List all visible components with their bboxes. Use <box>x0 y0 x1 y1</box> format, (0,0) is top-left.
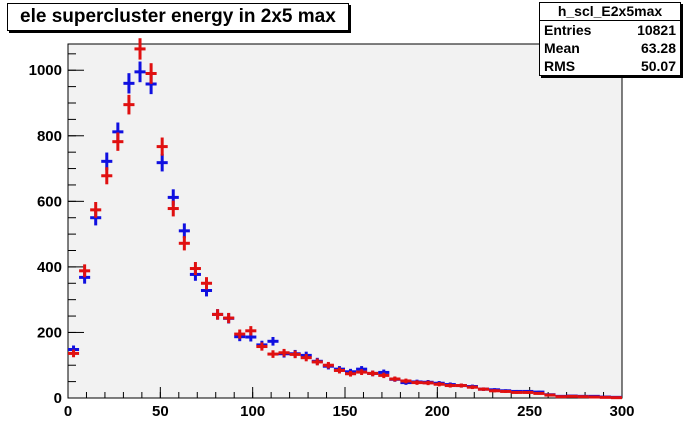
axes: 0 50 100 150 200 250 300 0 200 400 600 800 1000 <box>29 53 635 420</box>
data-point <box>68 349 80 358</box>
data-point <box>489 389 501 393</box>
data-point <box>90 202 102 218</box>
data-point <box>511 390 523 394</box>
data-point <box>256 342 268 351</box>
x-tick-label: 150 <box>332 403 357 420</box>
chart-title: ele supercluster energy in 2x5 max <box>7 3 349 31</box>
data-point <box>267 336 279 346</box>
data-point <box>134 61 146 83</box>
data-point <box>522 390 534 394</box>
data-point <box>588 395 600 399</box>
x-tick-label: 50 <box>152 403 169 420</box>
data-point <box>378 372 390 379</box>
y-tick-label: 200 <box>37 324 62 341</box>
data-point <box>234 329 246 339</box>
data-point <box>599 395 611 399</box>
x-tick-label: 0 <box>64 403 72 420</box>
stats-box: h_scl_E2x5max Entries 10821 Mean 63.28 R… <box>539 2 681 76</box>
stats-rms-label: RMS <box>544 58 576 74</box>
data-point <box>189 262 201 276</box>
stats-row-rms: RMS 50.07 <box>540 57 680 75</box>
data-point <box>333 367 345 374</box>
data-point <box>356 369 368 376</box>
data-point <box>167 200 179 217</box>
data-point <box>500 389 512 393</box>
data-point <box>212 309 224 320</box>
stats-row-entries: Entries 10821 <box>540 21 680 39</box>
data-point <box>112 132 124 151</box>
data-point <box>123 94 135 115</box>
x-tick-label: 300 <box>609 403 634 420</box>
y-tick-label: 1000 <box>29 62 62 79</box>
stats-mean-value: 63.28 <box>640 40 676 56</box>
data-point <box>123 73 135 94</box>
data-point <box>322 361 334 369</box>
data-point <box>367 370 379 377</box>
y-tick-label: 400 <box>37 259 62 276</box>
x-tick-label: 100 <box>240 403 265 420</box>
data-point <box>400 378 412 384</box>
data-point <box>134 38 146 60</box>
data-point <box>178 223 190 239</box>
data-point <box>610 396 622 400</box>
data-point <box>101 152 113 171</box>
data-point <box>289 350 301 359</box>
data-point <box>466 385 478 390</box>
data-point <box>156 153 168 172</box>
data-point <box>156 137 168 156</box>
data-point <box>145 63 157 84</box>
y-tick-label: 600 <box>37 193 62 210</box>
data-point <box>555 395 567 399</box>
data-point <box>433 382 445 387</box>
stats-mean-label: Mean <box>544 40 580 56</box>
plot-area <box>67 43 623 399</box>
data-point <box>533 391 545 395</box>
data-point <box>455 383 467 388</box>
series-layer <box>68 38 622 400</box>
data-point <box>101 167 113 185</box>
data-point <box>267 350 279 358</box>
series-2 <box>68 38 622 400</box>
data-point <box>79 264 91 278</box>
data-point <box>544 393 556 397</box>
data-point <box>311 358 323 366</box>
y-tick-label: 800 <box>37 128 62 145</box>
data-point <box>566 394 578 398</box>
stats-entries-value: 10821 <box>637 22 676 38</box>
data-point <box>278 348 290 357</box>
data-point <box>200 277 213 290</box>
data-point <box>411 380 423 385</box>
data-point <box>389 376 401 382</box>
data-point <box>345 370 357 377</box>
data-point <box>444 383 456 388</box>
x-tick-label: 200 <box>425 403 450 420</box>
data-point <box>300 354 312 362</box>
stats-row-mean: Mean 63.28 <box>540 39 680 57</box>
stats-histogram-name: h_scl_E2x5max <box>540 3 680 21</box>
data-point <box>223 312 235 324</box>
data-point <box>477 387 490 391</box>
data-point <box>577 395 589 399</box>
stats-rms-value: 50.07 <box>640 58 676 74</box>
y-tick-label: 0 <box>54 390 62 407</box>
data-point <box>178 236 190 251</box>
data-point <box>422 380 434 386</box>
stats-entries-label: Entries <box>544 22 592 38</box>
data-point <box>245 326 257 336</box>
x-tick-label: 250 <box>517 403 542 420</box>
